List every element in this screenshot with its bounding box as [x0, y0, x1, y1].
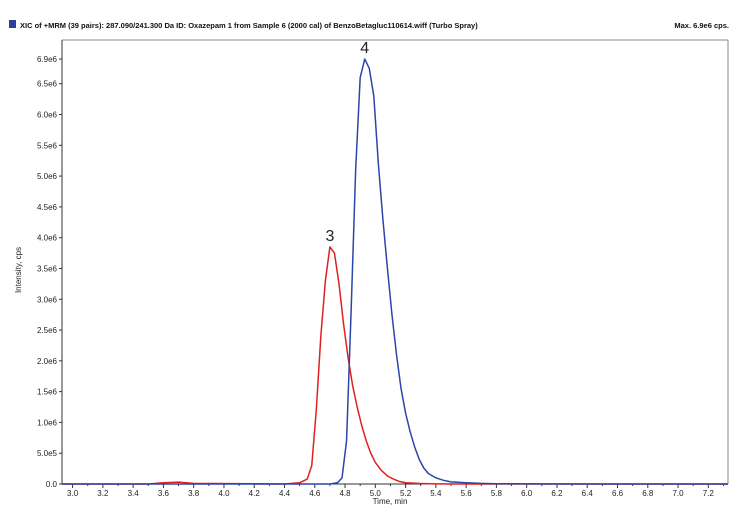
y-tick-label: 1.0e6: [37, 418, 58, 427]
series-line-2: [62, 58, 728, 485]
plot-frame: [61, 39, 729, 485]
peak-label-3: 3: [325, 228, 334, 245]
y-tick-label: 5.0e5: [37, 449, 58, 458]
y-tick-label: 6.9e6: [37, 55, 58, 64]
x-tick-label: 3.6: [158, 489, 170, 498]
x-axis-ticks: 3.0 3.2 3.4 3.6 3.8 4.0 4.2 4.4 4.6 4.8 5.0 5.2 5.4 5…: [67, 484, 724, 498]
x-tick-label: 6.6: [612, 489, 624, 498]
x-tick-label: 5.4: [430, 489, 442, 498]
y-tick-label: 6.0e6: [37, 111, 58, 120]
x-tick-label: 4.8: [339, 489, 351, 498]
y-tick-label: 4.5e6: [37, 203, 58, 212]
y-axis-ticks: 0.0 5.0e5 1.0e6 1.5e6 2.0e6 2.5e6 3.0e6 3.5e6 4.…: [37, 55, 62, 489]
x-tick-label: 7.2: [703, 489, 715, 498]
y-tick-label: 3.0e6: [37, 295, 58, 304]
y-tick-label: 0.0: [46, 480, 58, 489]
series-layer: [62, 58, 728, 485]
x-tick-label: 4.0: [218, 489, 230, 498]
x-tick-label: 3.0: [67, 489, 79, 498]
peak-label-4: 4: [360, 40, 369, 57]
chart-title: XIC of +MRM (39 pairs): 287.090/241.300 …: [20, 21, 478, 30]
x-tick-label: 3.4: [128, 489, 140, 498]
x-axis-title: Time, min: [373, 497, 408, 506]
x-tick-label: 5.2: [400, 489, 412, 498]
x-tick-label: 6.2: [551, 489, 563, 498]
y-tick-label: 5.5e6: [37, 141, 58, 150]
max-intensity-label: Max. 6.9e6 cps.: [674, 21, 729, 30]
y-tick-label: 1.5e6: [37, 388, 58, 397]
x-tick-label: 5.6: [461, 489, 473, 498]
x-tick-label: 6.0: [521, 489, 533, 498]
x-tick-label: 6.4: [582, 489, 594, 498]
header-marker: [9, 20, 16, 28]
x-tick-label: 5.0: [370, 489, 382, 498]
series-line-1: [62, 246, 728, 485]
y-axis-title: Intensity, cps: [14, 247, 23, 293]
x-tick-label: 5.8: [491, 489, 503, 498]
x-tick-label: 4.2: [249, 489, 261, 498]
x-tick-label: 3.8: [188, 489, 200, 498]
y-tick-label: 3.5e6: [37, 264, 58, 273]
y-tick-label: 2.5e6: [37, 326, 58, 335]
x-tick-label: 7.0: [672, 489, 684, 498]
x-tick-label: 4.6: [309, 489, 321, 498]
x-tick-label: 3.2: [97, 489, 109, 498]
x-tick-label: 6.8: [642, 489, 654, 498]
y-tick-label: 2.0e6: [37, 357, 58, 366]
x-tick-label: 4.4: [279, 489, 291, 498]
y-tick-label: 4.0e6: [37, 234, 58, 243]
peak-annotations: 34: [325, 40, 369, 245]
y-tick-label: 5.0e6: [37, 172, 58, 181]
y-tick-label: 6.5e6: [37, 80, 58, 89]
